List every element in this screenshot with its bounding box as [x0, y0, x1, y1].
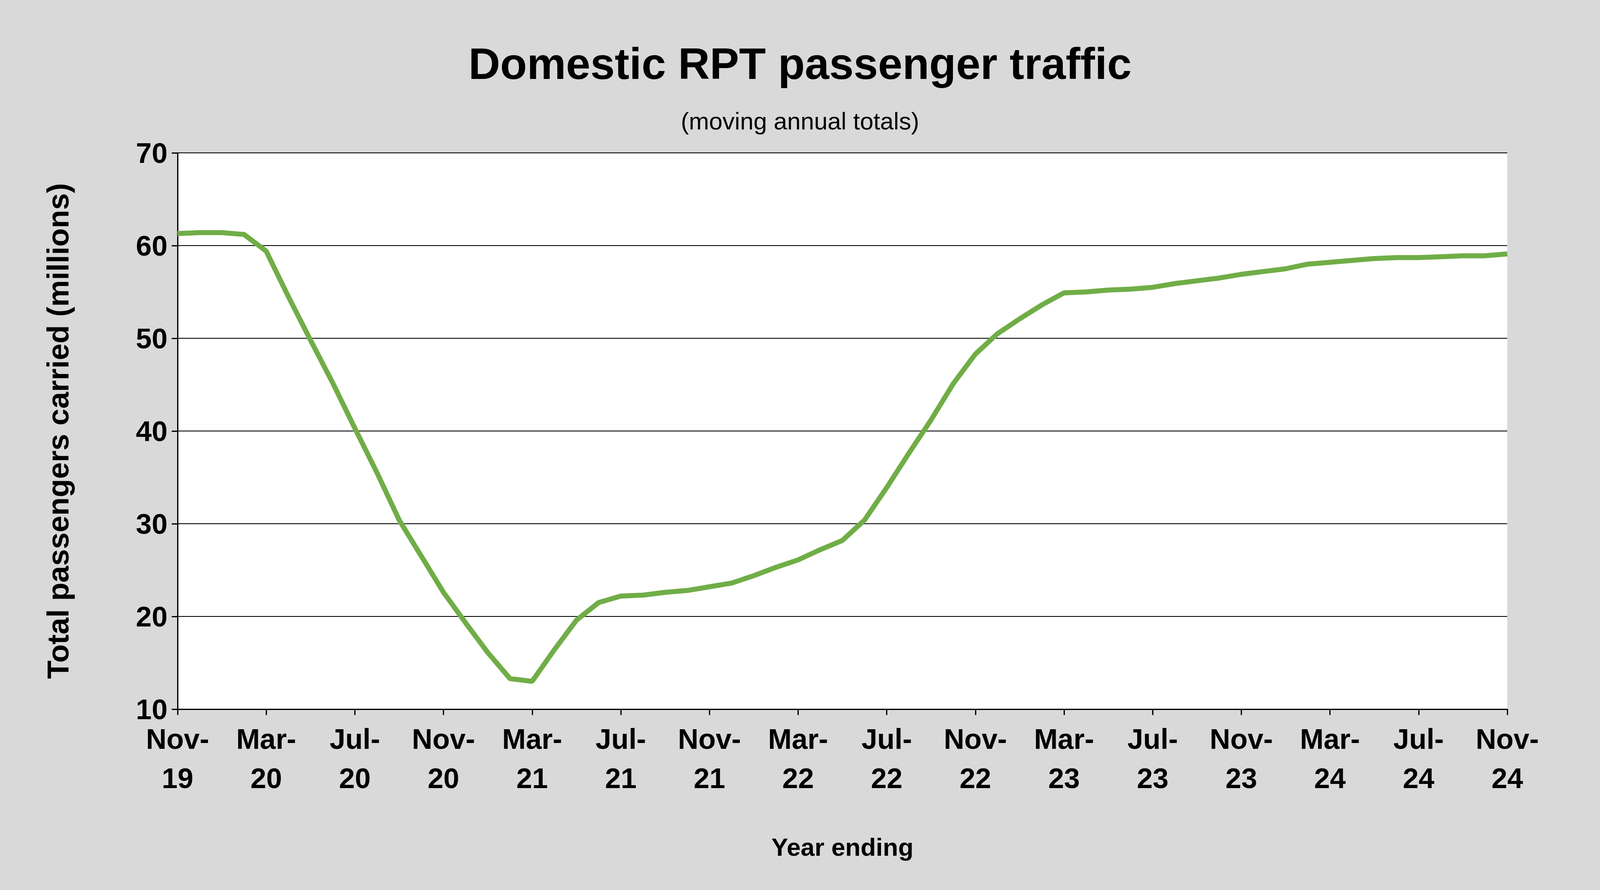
svg-text:20: 20 — [427, 762, 460, 795]
svg-text:Nov-: Nov- — [678, 723, 742, 755]
svg-text:70: 70 — [135, 137, 168, 169]
svg-text:40: 40 — [135, 415, 168, 447]
svg-text:Nov-: Nov- — [1209, 723, 1273, 755]
svg-text:22: 22 — [782, 762, 815, 795]
svg-text:21: 21 — [693, 762, 726, 795]
svg-text:22: 22 — [959, 762, 992, 795]
svg-text:Nov-: Nov- — [411, 723, 475, 755]
svg-text:10: 10 — [135, 693, 168, 726]
svg-text:24: 24 — [1491, 762, 1524, 795]
svg-text:Total passengers carried (mill: Total passengers carried (millions) — [41, 182, 75, 679]
svg-text:Domestic RPT passenger traffic: Domestic RPT passenger traffic — [468, 39, 1132, 89]
svg-text:Jul-: Jul- — [595, 723, 647, 755]
svg-text:23: 23 — [1136, 762, 1169, 795]
svg-text:Nov-: Nov- — [1475, 723, 1539, 755]
svg-text:60: 60 — [135, 229, 168, 262]
svg-text:Jul-: Jul- — [329, 723, 381, 755]
svg-text:22: 22 — [871, 762, 903, 795]
svg-text:(moving annual totals): (moving annual totals) — [680, 107, 920, 135]
svg-text:21: 21 — [516, 762, 549, 795]
svg-text:24: 24 — [1314, 762, 1347, 795]
svg-text:23: 23 — [1048, 762, 1080, 795]
svg-text:21: 21 — [604, 762, 637, 795]
svg-text:20: 20 — [135, 600, 168, 633]
svg-text:Year ending: Year ending — [771, 833, 914, 862]
svg-text:50: 50 — [135, 322, 168, 355]
svg-text:23: 23 — [1225, 762, 1258, 795]
svg-text:30: 30 — [135, 507, 168, 540]
svg-text:Mar-: Mar- — [236, 723, 297, 755]
svg-text:Jul-: Jul- — [1393, 723, 1444, 755]
svg-text:Mar-: Mar- — [1300, 723, 1361, 755]
svg-text:Mar-: Mar- — [768, 723, 829, 755]
svg-text:Jul-: Jul- — [1127, 723, 1179, 755]
svg-text:19: 19 — [161, 762, 194, 795]
svg-text:20: 20 — [339, 762, 371, 795]
svg-text:20: 20 — [250, 762, 282, 795]
svg-text:24: 24 — [1402, 762, 1435, 795]
svg-text:Mar-: Mar- — [502, 723, 563, 755]
svg-text:Nov-: Nov- — [145, 723, 209, 755]
svg-text:Nov-: Nov- — [943, 723, 1007, 755]
svg-text:Jul-: Jul- — [861, 723, 912, 755]
svg-text:Mar-: Mar- — [1033, 723, 1095, 755]
